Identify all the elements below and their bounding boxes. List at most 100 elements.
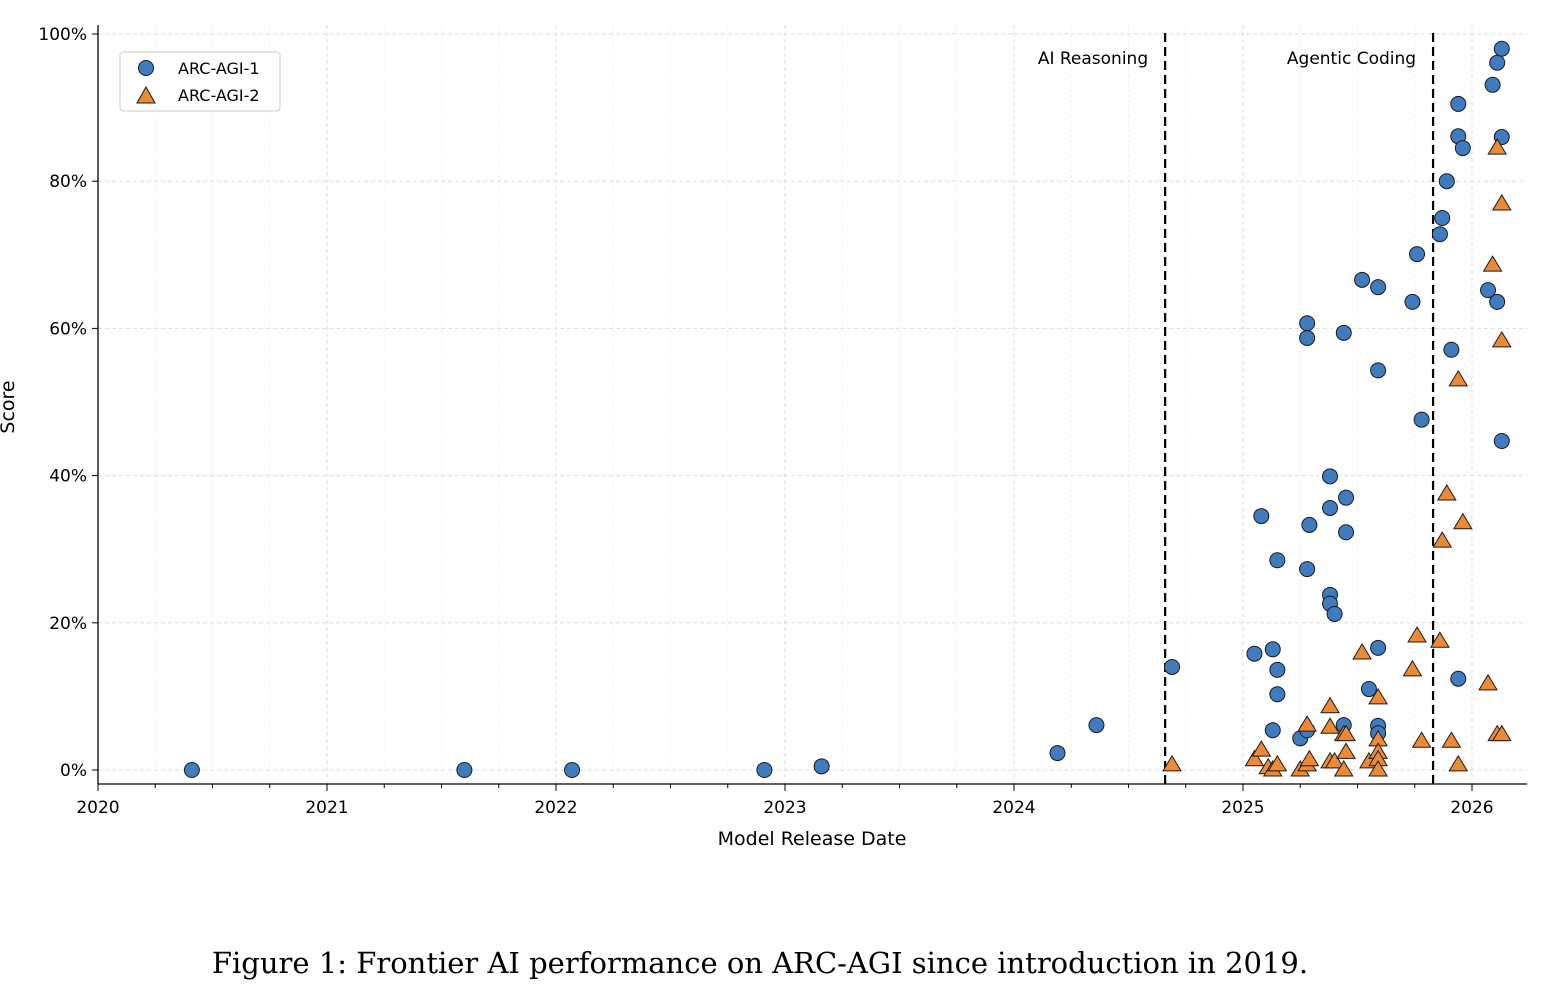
point-arc-agi-2 (1491, 194, 1512, 211)
y-tick-label: 100% (38, 25, 87, 45)
figure-caption: Figure 1: Frontier AI performance on ARC… (211, 946, 1309, 980)
x-tick-label: 2020 (76, 798, 119, 818)
point-arc-agi-1 (1269, 686, 1286, 703)
point-arc-agi-2 (1297, 715, 1318, 732)
x-tick-label: 2025 (1221, 798, 1264, 818)
point-arc-agi-1 (1269, 552, 1286, 569)
point-arc-agi-1 (1326, 605, 1343, 622)
point-arc-agi-1 (1493, 40, 1510, 57)
y-tick-label: 60% (49, 319, 87, 339)
point-arc-agi-2 (1336, 742, 1356, 759)
x-tick-label: 2023 (763, 798, 806, 818)
point-arc-agi-1 (1264, 641, 1281, 658)
y-tick-label: 20% (49, 614, 87, 634)
point-arc-agi-2 (1491, 724, 1512, 742)
point-arc-agi-2 (1320, 717, 1340, 734)
y-axis-label: Score (0, 380, 19, 433)
point-arc-agi-1 (1438, 173, 1455, 190)
point-arc-agi-2 (1267, 754, 1288, 772)
legend-marker-arc-agi-2 (136, 85, 156, 104)
point-arc-agi-1 (1338, 489, 1355, 506)
point-arc-agi-2 (1452, 512, 1473, 530)
point-arc-agi-1 (1454, 140, 1471, 157)
point-arc-agi-2 (1448, 754, 1469, 772)
y-tick-label: 0% (60, 761, 87, 781)
x-tick-label: 2022 (534, 798, 577, 818)
point-arc-agi-2 (1448, 369, 1469, 387)
point-arc-agi-1 (1269, 661, 1286, 678)
point-arc-agi-2 (1482, 255, 1503, 272)
point-arc-agi-1 (1049, 745, 1066, 762)
legend: ARC-AGI-1 ARC-AGI-2 (119, 51, 281, 112)
point-arc-agi-1 (1322, 499, 1339, 516)
point-arc-agi-1 (1335, 324, 1352, 341)
point-arc-agi-1 (1164, 658, 1181, 675)
point-arc-agi-2 (1162, 754, 1182, 772)
point-arc-agi-2 (1487, 138, 1508, 155)
point-arc-agi-1 (1299, 315, 1316, 332)
point-arc-agi-2 (1491, 330, 1512, 348)
point-arc-agi-1 (1370, 639, 1387, 656)
legend-marker-arc-agi-1 (138, 60, 154, 76)
point-arc-agi-1 (1450, 95, 1467, 112)
point-arc-agi-1 (1443, 341, 1460, 358)
point-arc-agi-2 (1299, 749, 1320, 767)
x-tick-label: 2026 (1450, 798, 1493, 818)
point-arc-agi-2 (1407, 626, 1427, 643)
x-axis-label: Model Release Date (718, 828, 907, 850)
point-arc-agi-1 (1299, 329, 1316, 346)
point-arc-agi-1 (1338, 524, 1355, 541)
point-arc-agi-1 (1489, 293, 1506, 310)
point-arc-agi-1 (564, 762, 581, 778)
point-arc-agi-2 (1402, 659, 1423, 677)
point-arc-agi-1 (1480, 282, 1497, 299)
point-arc-agi-1 (456, 762, 473, 778)
point-arc-agi-2 (1368, 687, 1388, 705)
point-arc-agi-1 (756, 762, 773, 778)
point-arc-agi-1 (1434, 210, 1451, 226)
point-arc-agi-1 (1246, 645, 1263, 662)
point-arc-agi-1 (1354, 271, 1371, 288)
point-arc-agi-1 (1493, 433, 1510, 450)
point-arc-agi-1 (1484, 76, 1501, 93)
point-arc-agi-2 (1368, 760, 1388, 777)
point-arc-agi-1 (1489, 54, 1506, 71)
point-arc-agi-1 (1431, 226, 1448, 243)
point-arc-agi-2 (1324, 751, 1345, 769)
point-arc-agi-1 (1360, 681, 1377, 698)
annotation-label: Agentic Coding (1287, 49, 1416, 69)
point-arc-agi-2 (1352, 643, 1372, 660)
point-arc-agi-1 (1370, 279, 1387, 296)
point-arc-agi-2 (1436, 484, 1457, 501)
point-arc-agi-2 (1478, 673, 1498, 691)
point-arc-agi-2 (1320, 696, 1340, 714)
point-arc-agi-2 (1251, 740, 1272, 757)
point-arc-agi-2 (1411, 731, 1432, 748)
annotation-lines: AI Reasoning Agentic Coding (1038, 33, 1435, 784)
x-tick-label: 2021 (305, 798, 348, 818)
legend-label-arc-agi-2: ARC-AGI-2 (178, 86, 260, 105)
point-arc-agi-2 (1333, 760, 1354, 777)
point-arc-agi-1 (1322, 468, 1339, 485)
point-arc-agi-1 (813, 758, 830, 775)
point-arc-agi-1 (1253, 508, 1270, 525)
point-arc-agi-1 (1409, 246, 1426, 263)
point-arc-agi-1 (1301, 516, 1318, 533)
point-arc-agi-2 (1336, 724, 1356, 742)
data-points (183, 40, 1512, 778)
point-arc-agi-1 (1088, 717, 1105, 734)
point-arc-agi-2 (1441, 731, 1462, 748)
annotation-label: AI Reasoning (1038, 49, 1148, 69)
grid (97, 25, 1527, 784)
point-arc-agi-1 (1370, 362, 1387, 379)
point-arc-agi-2 (1244, 749, 1265, 767)
x-tick-label: 2024 (992, 798, 1035, 818)
point-arc-agi-1 (1404, 293, 1421, 310)
point-arc-agi-2 (1430, 631, 1450, 648)
y-tick-label: 80% (49, 172, 87, 192)
axes: 0% 20% 40% 60% 80% 100% 2020 2021 2022 2023 2024 20… (38, 25, 1527, 818)
point-arc-agi-1 (183, 762, 200, 778)
point-arc-agi-2 (1432, 531, 1453, 548)
point-arc-agi-1 (1450, 670, 1467, 687)
